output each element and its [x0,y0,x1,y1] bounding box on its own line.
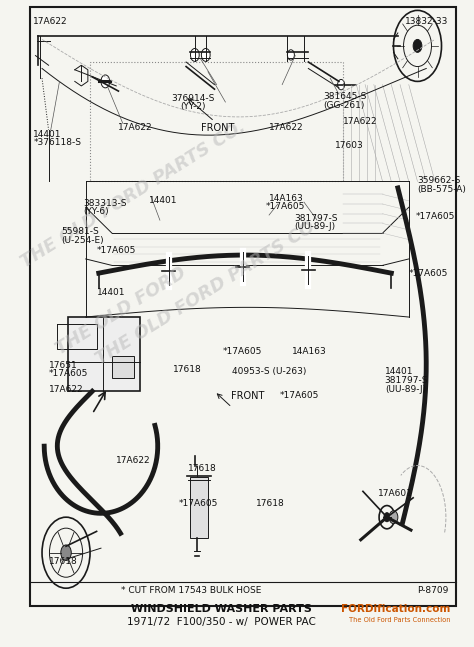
Text: 55981-S: 55981-S [62,227,100,236]
Text: (YY-2): (YY-2) [180,102,205,111]
Text: *17A605: *17A605 [179,499,218,508]
Text: (GG-261): (GG-261) [324,101,365,110]
FancyBboxPatch shape [191,476,208,538]
Text: 383313-S: 383313-S [83,199,127,208]
FancyBboxPatch shape [68,317,140,391]
Text: 17618: 17618 [48,557,77,566]
Text: FRONT: FRONT [201,124,235,133]
Text: 14401: 14401 [149,195,177,204]
Text: 40953-S (U-263): 40953-S (U-263) [232,367,306,376]
Text: FORDification.com: FORDification.com [341,604,450,614]
Text: * CUT FROM 17543 BULK HOSE: * CUT FROM 17543 BULK HOSE [120,586,261,595]
Text: (UU-89-J): (UU-89-J) [294,222,336,231]
Text: 13832-33: 13832-33 [405,17,448,26]
Bar [90,62,343,181]
Circle shape [384,512,390,521]
Text: (BB-575-A): (BB-575-A) [418,184,466,193]
Text: (U-254-E): (U-254-E) [62,236,104,245]
Text: 14A163: 14A163 [269,194,304,203]
Text: 381797-S: 381797-S [294,214,338,223]
Text: The Old Ford Parts Connection: The Old Ford Parts Connection [349,617,450,622]
Circle shape [287,50,294,60]
Text: *17A605: *17A605 [223,347,263,356]
Text: THE OLD FORD PARTS CO.: THE OLD FORD PARTS CO. [18,117,249,271]
Circle shape [413,39,422,52]
Text: *17A605: *17A605 [409,269,448,278]
Text: 381797-S: 381797-S [385,377,428,386]
Text: 17A622: 17A622 [33,17,68,26]
Text: THE OLD FORD: THE OLD FORD [52,263,189,358]
Circle shape [389,510,398,523]
Circle shape [201,49,210,61]
Text: (YY-6): (YY-6) [83,207,109,216]
Text: 14401: 14401 [385,367,413,377]
Text: 17A622: 17A622 [269,124,304,133]
Text: P-8709: P-8709 [417,586,448,595]
Text: 381645-S: 381645-S [324,93,367,102]
Text: 17603: 17603 [335,142,363,151]
Text: WINDSHIELD WASHER PARTS: WINDSHIELD WASHER PARTS [131,604,311,614]
Text: *17A605: *17A605 [415,212,455,221]
Text: 17A601: 17A601 [378,489,413,498]
Text: 17618: 17618 [256,499,285,508]
Text: *17A605: *17A605 [97,246,136,255]
Text: 376914-S: 376914-S [171,94,214,103]
Text: 17618: 17618 [173,366,202,375]
Text: *376118-S: *376118-S [33,138,82,148]
Text: 17651: 17651 [48,361,77,370]
FancyBboxPatch shape [112,356,134,378]
Text: 17618: 17618 [188,465,217,473]
Text: 14401: 14401 [97,288,125,297]
Text: 17A622: 17A622 [118,124,153,133]
Text: *17A605: *17A605 [48,369,88,378]
Circle shape [61,545,71,560]
Circle shape [101,75,109,88]
Circle shape [191,49,199,61]
Text: 14A163: 14A163 [292,347,327,356]
Text: THE OLD FORD PARTS CO.: THE OLD FORD PARTS CO. [92,214,324,368]
Text: 359662-S: 359662-S [418,176,461,185]
Text: *17A605: *17A605 [266,202,305,211]
Text: 1971/72  F100/350 - w/  POWER PAC: 1971/72 F100/350 - w/ POWER PAC [127,617,316,626]
Text: *17A605: *17A605 [280,391,319,400]
Text: 17A622: 17A622 [343,117,378,126]
Circle shape [337,80,345,90]
Text: 17A622: 17A622 [116,456,151,465]
Text: 14401: 14401 [33,130,62,139]
Text: FRONT: FRONT [231,391,264,401]
Text: (UU-89-J): (UU-89-J) [385,386,426,395]
Text: 17A622: 17A622 [48,385,83,394]
